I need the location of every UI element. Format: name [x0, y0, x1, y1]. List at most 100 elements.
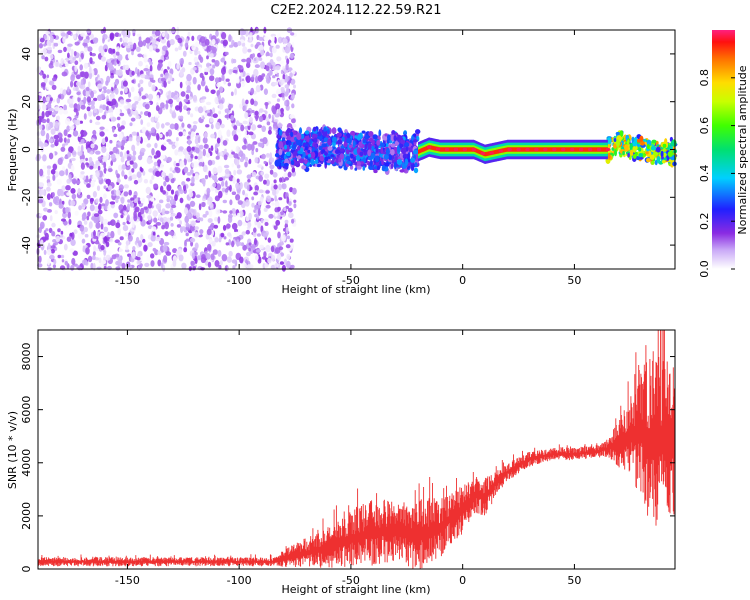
spectrogram-cell [132, 162, 138, 169]
spectrogram-cell [132, 122, 136, 127]
spectrogram-cell [289, 72, 293, 78]
spectrogram-cell [284, 91, 289, 97]
spectrogram-cell [219, 151, 223, 157]
spectrogram-cell [255, 249, 262, 253]
spectrogram-cell [170, 189, 175, 195]
spectrogram-cell [91, 100, 95, 106]
spectrogram-cell [277, 123, 283, 128]
spectrogram-cell [164, 30, 168, 38]
spectrogram-cell [179, 69, 184, 77]
spectrogram-cell [38, 92, 44, 96]
spectrogram-cell [197, 106, 204, 114]
spectrogram-cell [102, 218, 108, 225]
spectrogram-cell [169, 209, 174, 214]
spectrogram-cell [355, 154, 361, 162]
spectrogram-cell [185, 232, 189, 237]
spectrogram-cell [125, 98, 132, 103]
spectrogram-cell [64, 261, 69, 266]
spectrogram-cell [270, 33, 276, 38]
spectrogram-cell [62, 109, 69, 115]
spectrogram-cell [371, 145, 375, 152]
spectrogram-cell [116, 178, 121, 183]
spectrogram-cell [151, 175, 155, 180]
spectrogram-cell [132, 246, 136, 251]
spectrogram-cell [52, 163, 58, 171]
spectrogram-cell [238, 150, 244, 158]
spectrogram-cell [234, 231, 240, 236]
spectrogram-cell [284, 219, 289, 224]
spectrogram-cell [282, 73, 286, 81]
spectrogram-cell [83, 96, 87, 104]
spectrogram-cell [224, 188, 229, 193]
spectrogram-cell [126, 261, 131, 268]
spectrogram-cell [281, 137, 286, 142]
spectrogram-cell [275, 65, 281, 71]
spectrogram-cell [171, 204, 177, 209]
spectrogram-cell [264, 222, 269, 226]
spectrogram-cell [185, 238, 190, 242]
spectrogram-cell [92, 37, 99, 44]
spectrogram-cell [140, 119, 144, 125]
spectrogram-cell [134, 37, 138, 44]
spectrogram-cell [46, 74, 50, 79]
spectrogram-cell [275, 44, 280, 49]
spectrogram-x-axis-title: Height of straight line (km) [281, 283, 430, 296]
spectrogram-cell [199, 229, 204, 235]
spectrogram-cell [114, 239, 121, 244]
spectrogram-cell [205, 223, 211, 227]
spectrogram-cell [47, 258, 51, 266]
spectrogram-cell [165, 203, 171, 209]
spectrogram-cell [101, 146, 107, 153]
spectrogram-cell [234, 88, 238, 96]
spectrogram-cell [40, 82, 46, 87]
spectrogram-cell [163, 142, 166, 146]
spectrogram-cell [57, 228, 61, 233]
spectrogram-cell [116, 141, 122, 145]
spectrogram-cell [119, 99, 125, 104]
spectrogram-cell [103, 128, 109, 132]
spectrogram-cell [269, 52, 273, 58]
spectrogram-cell [143, 206, 148, 210]
spectrogram-cell [65, 185, 71, 191]
spectrogram-cell [230, 114, 235, 121]
spectrogram-cell [183, 184, 186, 192]
spectrogram-cell [117, 259, 123, 267]
spectrogram-cell [268, 126, 272, 132]
spectrogram-cell [183, 207, 189, 215]
spectrogram-cell [316, 163, 322, 168]
spectrogram-cell [214, 143, 218, 152]
spectrogram-cell [348, 144, 353, 149]
spectrogram-cell [172, 259, 177, 267]
spectrogram-cell [160, 154, 166, 160]
spectrogram-cell [166, 184, 172, 192]
spectrogram-cell [318, 131, 321, 137]
spectrogram-cell [271, 35, 275, 43]
spectrogram-cell [101, 114, 107, 120]
spectrogram-cell [51, 222, 56, 228]
spectrogram-cell [246, 62, 251, 69]
spectrogram-cell [103, 185, 107, 189]
spectrogram-cell [149, 61, 153, 66]
spectrogram-cell [250, 87, 255, 95]
colorbar-tick-label: 0.2 [698, 212, 711, 230]
spectrogram-cell [108, 107, 114, 114]
spectrogram-cell [148, 168, 154, 173]
spectrogram-cell [185, 222, 190, 228]
spectrogram-cell [200, 80, 206, 87]
spectrogram-cell [218, 177, 224, 182]
spectrogram-cell [279, 261, 284, 265]
spectrogram-cell [662, 143, 667, 148]
spectrogram-cell [242, 46, 248, 54]
spectrogram-cell [187, 110, 191, 115]
spectrogram-cell [361, 130, 366, 134]
spectrogram-cell [131, 155, 136, 162]
spectrogram-cells [35, 26, 678, 272]
spectrogram-cell [85, 162, 89, 166]
spectrogram-cell [288, 201, 292, 206]
spectrogram-cell [219, 86, 224, 93]
spectrogram-cell [145, 130, 150, 137]
spectrogram-cell [147, 111, 152, 118]
spectrogram-cell [212, 182, 217, 188]
spectrogram-cell [258, 175, 264, 182]
spectrogram-cell [192, 121, 198, 125]
